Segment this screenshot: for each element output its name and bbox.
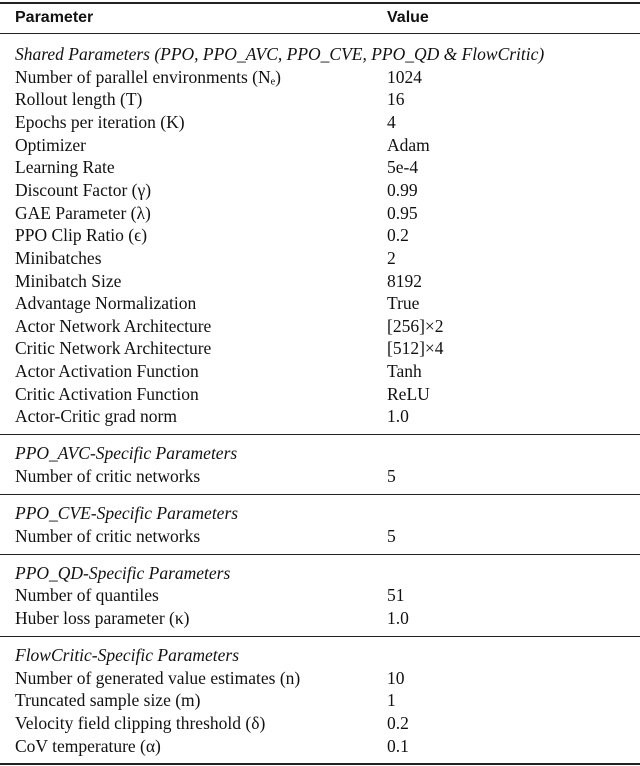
parameter-name: Number of generated value estimates (n)	[15, 667, 301, 688]
header-rule	[0, 33, 640, 34]
parameter-value: 8192	[387, 270, 422, 291]
parameter-name: Epochs per iteration (K)	[15, 111, 185, 132]
parameter-value: 0.2	[387, 712, 409, 733]
parameter-name: Critic Network Architecture	[15, 338, 212, 359]
section-title: FlowCritic-Specific Parameters	[15, 645, 240, 665]
parameter-value: 5	[387, 525, 396, 546]
section-title: PPO_QD-Specific Parameters	[15, 562, 231, 583]
parameter-value: 51	[387, 585, 405, 606]
parameter-value: 1.0	[387, 406, 409, 427]
parameter-value: 0.1	[387, 735, 409, 756]
parameter-name: CoV temperature (α)	[15, 735, 161, 756]
parameter-value: 1024	[387, 66, 422, 87]
bottom-rule	[0, 763, 640, 765]
parameter-value: 0.99	[387, 179, 418, 200]
header-parameter: Parameter	[15, 9, 94, 26]
parameter-name: Critic Activation Function	[15, 383, 199, 404]
parameter-name: Number of quantiles	[15, 585, 159, 606]
section-title: PPO_CVE-Specific Parameters	[15, 503, 239, 524]
parameter-value: 1	[387, 690, 396, 711]
parameter-name: Minibatches	[15, 247, 102, 268]
parameter-name: Actor Activation Function	[15, 361, 199, 382]
section-title: Shared Parameters (PPO, PPO_AVC, PPO_CVE…	[15, 44, 545, 64]
parameter-name: Number of parallel environments (Nₑ)	[15, 66, 281, 87]
parameter-value: 0.2	[387, 225, 409, 246]
parameter-name: Minibatch Size	[15, 270, 122, 291]
parameter-value: 5	[387, 466, 396, 487]
parameter-value: Adam	[387, 134, 430, 155]
parameter-name: Number of critic networks	[15, 466, 201, 487]
parameter-value: 0.95	[387, 202, 418, 223]
parameter-name: Actor-Critic grad norm	[15, 406, 177, 427]
parameter-value: 16	[387, 89, 405, 110]
parameter-value: 10	[387, 667, 405, 688]
parameter-name: Actor Network Architecture	[15, 315, 212, 336]
parameter-name: Truncated sample size (m)	[15, 690, 201, 711]
parameter-name: Learning Rate	[15, 157, 115, 178]
parameter-name: PPO Clip Ratio (ϵ)	[15, 225, 148, 246]
parameter-value: ReLU	[387, 383, 430, 404]
parameter-value: 1.0	[387, 608, 409, 628]
parameter-value: 5e-4	[387, 157, 419, 178]
parameter-value: [512]×4	[387, 338, 444, 359]
section-rule	[0, 494, 640, 496]
parameter-name: Number of critic networks	[15, 525, 201, 546]
parameter-name: GAE Parameter (λ)	[15, 202, 151, 223]
parameter-value: 2	[387, 247, 396, 268]
parameter-name: Huber loss parameter (κ)	[15, 608, 190, 628]
header-value: Value	[387, 9, 429, 26]
parameter-name: Advantage Normalization	[15, 293, 197, 314]
parameter-name: Rollout length (T)	[15, 89, 143, 110]
parameter-value: Tanh	[387, 361, 422, 382]
section-rule	[0, 636, 640, 637]
parameter-value: [256]×2	[387, 315, 444, 336]
parameter-name: Discount Factor (γ)	[15, 179, 152, 200]
parameter-value: True	[387, 293, 420, 314]
section-rule	[0, 553, 640, 555]
parameter-value: 4	[387, 111, 396, 132]
section-title: PPO_AVC-Specific Parameters	[15, 443, 238, 464]
parameter-name: Velocity field clipping threshold (δ)	[15, 712, 266, 733]
top-rule	[0, 2, 640, 4]
parameter-name: Optimizer	[15, 134, 86, 155]
section-rule	[0, 434, 640, 436]
